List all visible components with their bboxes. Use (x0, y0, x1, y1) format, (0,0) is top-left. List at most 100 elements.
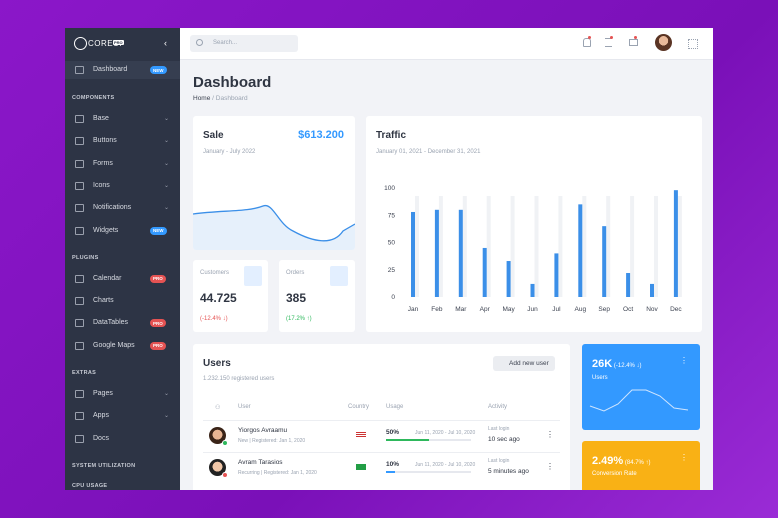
bar (530, 283, 535, 297)
usage-label: 10% (386, 461, 400, 468)
usage-range: Jun 11, 2020 - Jul 10, 2020 (415, 430, 476, 436)
bar (626, 273, 631, 297)
sale-amount: $613.200 (298, 129, 344, 141)
bar-track (677, 196, 682, 297)
col-header: Activity (488, 404, 508, 410)
progress-bar (386, 439, 429, 441)
row-divider (203, 452, 560, 453)
y-tick-label: 100 (384, 185, 395, 192)
nav-item[interactable]: Icons (93, 181, 110, 189)
dot (634, 36, 637, 39)
x-tick-label: Oct (623, 306, 633, 313)
nav-item[interactable]: Widgets (93, 226, 119, 234)
bar-track (582, 196, 587, 297)
apps-icon[interactable] (688, 39, 698, 49)
row-menu[interactable]: ⋮ (546, 430, 554, 439)
nav-heading: SYSTEM UTILIZATION (72, 462, 136, 469)
nav-item[interactable]: Docs (93, 434, 109, 442)
x-tick-label: Nov (646, 306, 658, 313)
row-divider (203, 420, 560, 421)
col-header: Usage (386, 404, 404, 410)
avatar (209, 427, 226, 444)
bar (673, 190, 678, 297)
icon (75, 181, 84, 190)
collapse[interactable]: ‹ (164, 38, 167, 48)
nav-item[interactable]: Pages (93, 390, 113, 397)
progress-bar (386, 471, 395, 473)
crumb[interactable]: Home (193, 95, 211, 102)
users-title: Users (203, 358, 231, 369)
orders-card: Orders 385 (17.2% ↑) (279, 260, 355, 332)
x-tick-label: Sep (598, 306, 610, 313)
value: 2.49% (592, 455, 624, 467)
nav-item[interactable]: Notifications (93, 204, 132, 212)
bell[interactable] (583, 38, 591, 47)
dot (588, 36, 591, 39)
col-header: User (238, 404, 251, 410)
col-icon: ⚇ (215, 405, 221, 411)
icon (75, 390, 84, 398)
search-box[interactable] (190, 35, 298, 52)
mail[interactable] (629, 39, 638, 46)
x-tick-label: Apr (480, 306, 491, 313)
nav-item[interactable]: Forms (93, 159, 113, 167)
sale-chart (193, 204, 355, 250)
nav-item[interactable]: Buttons (93, 137, 117, 145)
avatar (209, 459, 226, 476)
bar (554, 253, 559, 297)
row-menu[interactable]: ⋮ (546, 462, 554, 471)
menu[interactable]: ⋮ (680, 356, 688, 365)
nav-item[interactable]: Base (93, 115, 109, 122)
user-meta: New | Registered: Jan 1, 2020 (238, 438, 306, 444)
icon (75, 226, 84, 235)
sparkline (589, 389, 689, 412)
nav-item[interactable]: Calendar (93, 274, 122, 282)
value: 385 (286, 291, 307, 305)
icon (75, 137, 84, 146)
x-tick-label: Aug (575, 306, 587, 313)
x-tick-label: Feb (431, 306, 443, 313)
active-item (65, 61, 180, 79)
label: Orders (286, 270, 305, 276)
bar (434, 209, 439, 297)
conversion-widget: 2.49% (84.7% ↑) Conversion Rate ⋮ (582, 441, 700, 490)
user-meta: Recurring | Registered: Jan 1, 2020 (238, 470, 317, 476)
label: Customers (200, 270, 230, 276)
value: 44.725 (200, 291, 237, 305)
bar-track (606, 196, 611, 297)
value: 26K (592, 358, 613, 370)
activity: 10 sec ago (488, 436, 520, 443)
col-header: Country (348, 404, 370, 410)
search-placeholder: Search... (213, 40, 238, 46)
menu[interactable]: ⋮ (680, 453, 688, 462)
nav-item[interactable]: Apps (93, 412, 109, 420)
activity: 5 minutes ago (488, 468, 529, 475)
avatar[interactable] (655, 34, 672, 51)
icon (75, 412, 84, 421)
nav-item[interactable]: Dashboard (93, 66, 128, 73)
nav-item[interactable]: CPU USAGE (72, 482, 108, 489)
sale-title: Sale (203, 130, 224, 141)
bar (602, 226, 607, 297)
tasks[interactable] (605, 38, 612, 47)
icon (75, 274, 84, 283)
x-tick-label: Jun (527, 306, 538, 313)
flag (356, 432, 366, 438)
nav-heading: PLUGINS (72, 254, 99, 261)
page-title: Dashboard (193, 74, 272, 91)
bar-track (415, 196, 419, 297)
bar-track (462, 196, 467, 297)
nav-item[interactable]: Google Maps (93, 341, 135, 349)
icon (75, 159, 84, 168)
bar (411, 211, 415, 297)
add-user-button[interactable]: Add new user (493, 356, 555, 371)
bar (482, 247, 487, 297)
status (222, 440, 228, 446)
search-icon (196, 39, 203, 46)
label: Conversion Rate (592, 471, 637, 477)
badge: NEW (150, 226, 167, 235)
traffic-period: January 01, 2021 - December 31, 2021 (376, 149, 481, 155)
nav-item[interactable]: Charts (93, 297, 114, 305)
nav-item[interactable]: DataTables (93, 319, 129, 327)
